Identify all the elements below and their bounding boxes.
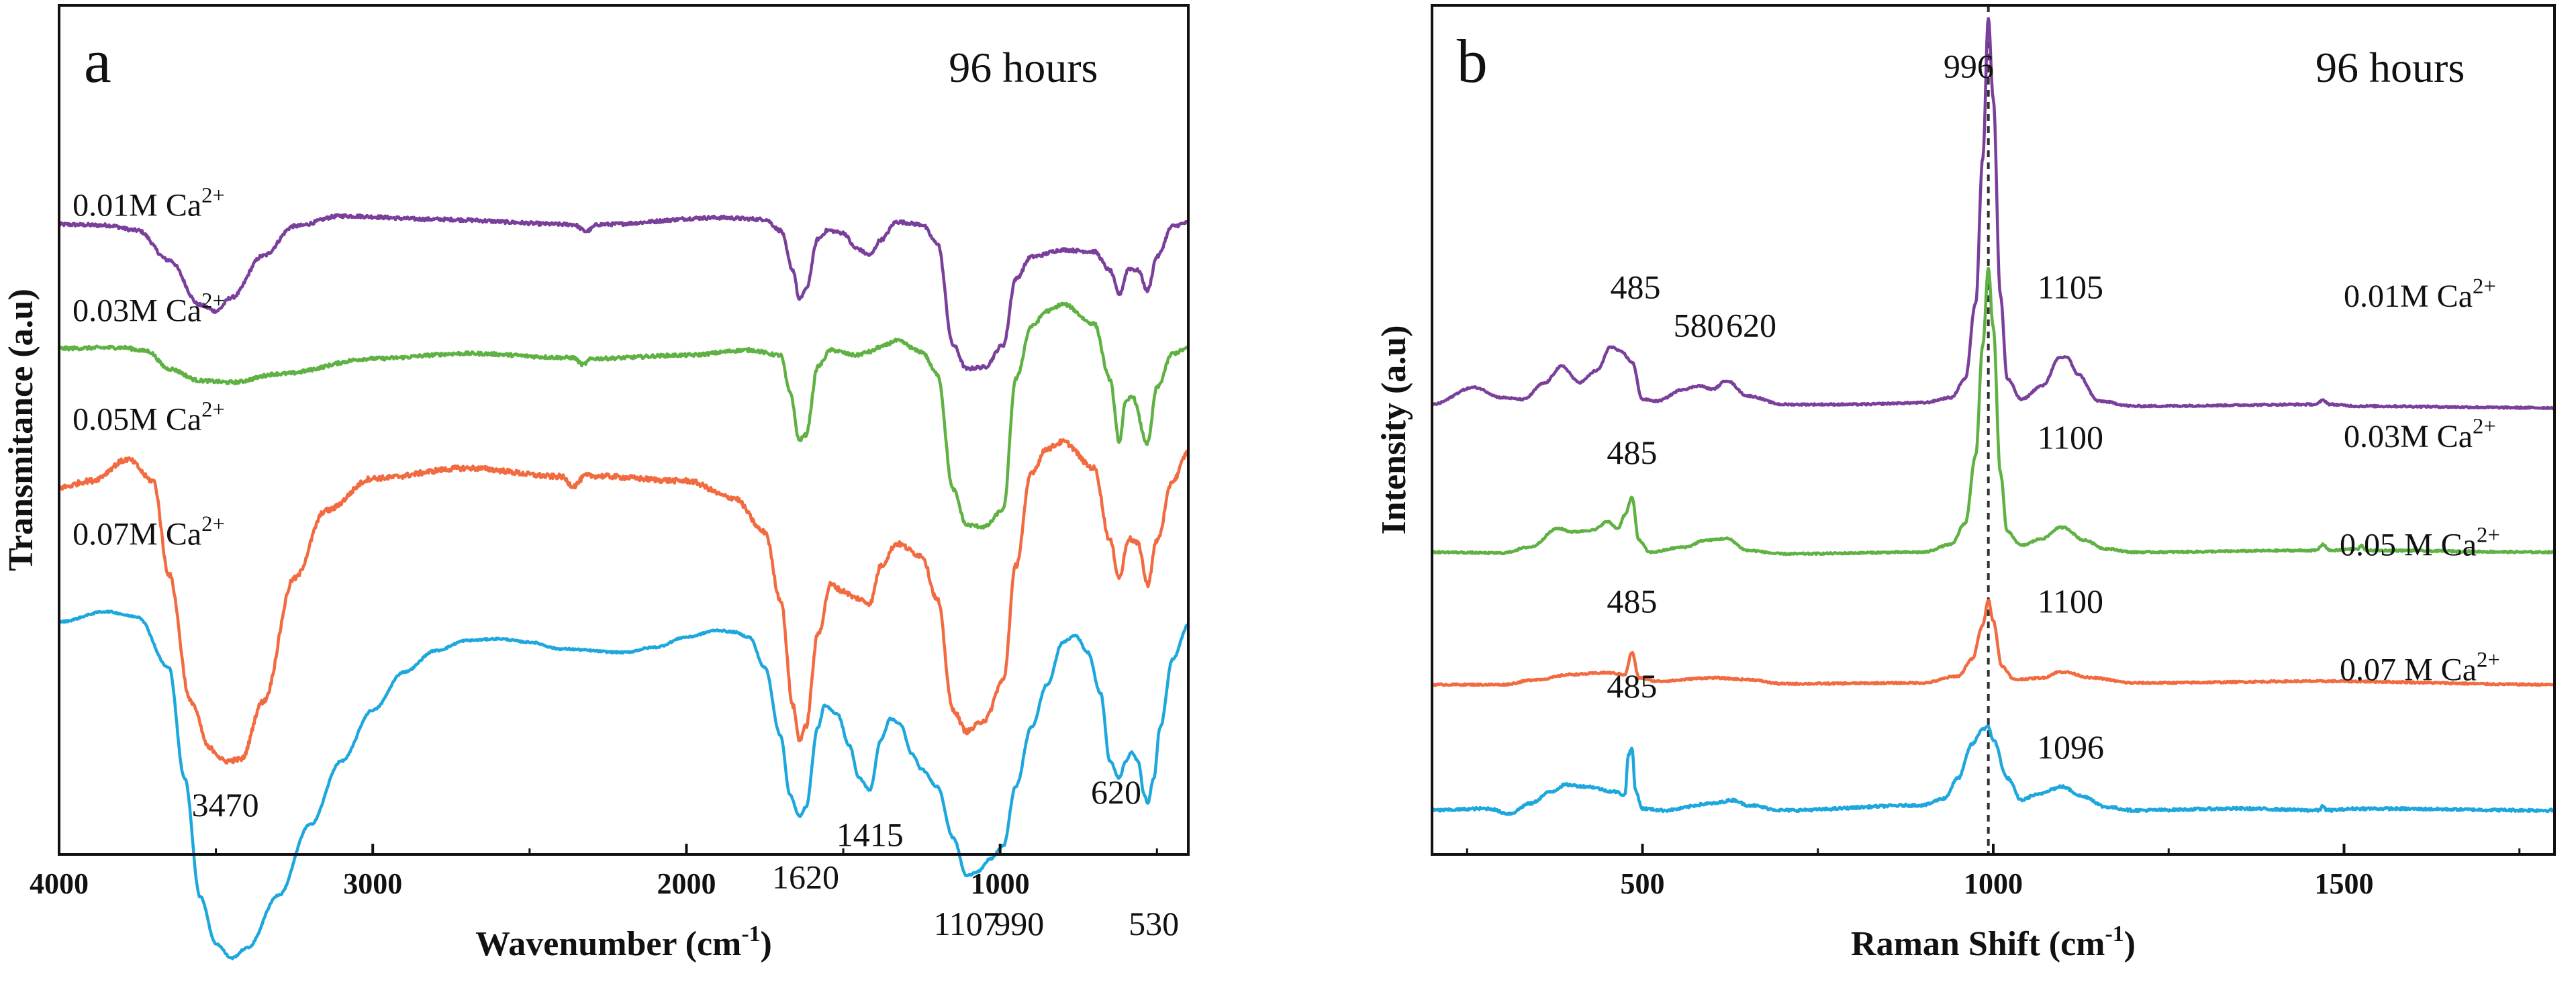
series-line-2: [58, 438, 1190, 765]
time-annotation: 96 hours: [2316, 44, 2465, 91]
x-tick-label-0: 4000: [30, 867, 89, 900]
series-label-1-main: 0.03M Ca: [73, 293, 201, 329]
peak-label-6: 530: [1129, 905, 1179, 942]
x-axis-title-part-0: Raman Shift (cm: [1851, 925, 2105, 963]
series-label-2-main: 0.05 M Ca: [2340, 528, 2477, 563]
chart-panel-a: 0.01M Ca2+0.03M Ca2+0.05M Ca2+0.07M Ca2+…: [2, 4, 1190, 963]
series-label-2: 0.05 M Ca2+: [2340, 524, 2500, 563]
series-label-2-superscript: 2+: [2477, 524, 2500, 548]
series-label-1-superscript: 2+: [2473, 415, 2496, 439]
x-axis-title: Wavenumber (cm-1): [475, 922, 772, 963]
series-label-2-superscript: 2+: [201, 397, 225, 422]
peak-label-10: 1096: [2037, 728, 2104, 766]
peak-label-3: 620: [1726, 306, 1776, 344]
series-label-0-superscript: 2+: [2473, 275, 2496, 299]
peak-label-0: 3470: [192, 786, 259, 824]
series-label-3-main: 0.07 M Ca: [2340, 652, 2477, 688]
peak-label-5: 485: [1607, 434, 1657, 471]
series-line-3: [1431, 724, 2556, 816]
y-axis-title: Intensity (a.u): [1375, 325, 1413, 534]
series-label-3: 0.07M Ca2+: [73, 512, 225, 552]
x-tick-label-3: 1000: [971, 867, 1030, 900]
peak-label-8: 1100: [2038, 582, 2103, 620]
series-label-3: 0.07 M Ca2+: [2340, 648, 2500, 688]
peak-label-5: 620: [1091, 773, 1141, 811]
peak-label-3: 1107: [934, 905, 1000, 942]
peak-label-7: 485: [1607, 582, 1657, 620]
series-label-1: 0.03M Ca2+: [2344, 415, 2496, 454]
y-axis-title: Transmitance (a.u): [2, 289, 40, 571]
peak-label-4: 990: [994, 905, 1044, 942]
x-axis-title-part-0: Wavenumber (cm: [475, 925, 741, 963]
series-label-1-main: 0.03M Ca: [2344, 419, 2473, 454]
plot-frame: [58, 4, 1190, 856]
series-label-0: 0.01M Ca2+: [2344, 275, 2496, 314]
series-label-3-main: 0.07M Ca: [73, 516, 201, 552]
peak-label-2: 1415: [837, 816, 904, 853]
peak-label-6: 1100: [2038, 418, 2103, 456]
series-line-0: [58, 213, 1190, 372]
x-axis-title-part-2: ): [2124, 925, 2136, 963]
x-tick-label-1: 3000: [343, 867, 402, 900]
series-label-0: 0.01M Ca2+: [73, 184, 225, 224]
series-label-3-superscript: 2+: [201, 512, 225, 536]
peak-label-0: 996: [1944, 48, 1994, 85]
peak-label-2: 580: [1674, 306, 1724, 344]
series-line-0: [1431, 17, 2556, 411]
x-axis-title: Raman Shift (cm-1): [1851, 922, 2136, 963]
series-line-1: [57, 301, 1190, 530]
series-label-0-main: 0.01M Ca: [73, 188, 201, 224]
x-tick-label-2: 1500: [2315, 867, 2374, 900]
x-axis-title-part-1: -1: [741, 922, 760, 946]
x-axis-title-part-1: -1: [2105, 922, 2124, 946]
chart-panel-b: 0.01M Ca2+0.03M Ca2+0.05 M Ca2+0.07 M Ca…: [1375, 4, 2556, 963]
series-label-3-superscript: 2+: [2477, 648, 2500, 673]
peak-label-4: 1105: [2038, 268, 2103, 305]
peak-label-1: 1620: [772, 858, 839, 896]
peak-label-1: 485: [1611, 268, 1661, 305]
panel-label: b: [1457, 27, 1488, 95]
x-tick-label-2: 2000: [657, 867, 716, 900]
x-tick-label-0: 500: [1621, 867, 1665, 900]
panel-label: a: [84, 27, 111, 95]
peak-label-9: 485: [1607, 667, 1657, 705]
series-label-1: 0.03M Ca2+: [73, 289, 225, 328]
series-label-2: 0.05M Ca2+: [73, 397, 225, 437]
series-label-1-superscript: 2+: [201, 289, 225, 313]
series-label-2-main: 0.05M Ca: [73, 402, 201, 438]
series-line-2: [1431, 599, 2556, 687]
series-line-1: [1431, 266, 2556, 556]
time-annotation: 96 hours: [949, 44, 1098, 91]
series-label-0-superscript: 2+: [201, 184, 225, 208]
x-axis-title-part-2: ): [761, 925, 772, 963]
x-tick-label-1: 1000: [1964, 867, 2023, 900]
series-label-0-main: 0.01M Ca: [2344, 279, 2473, 314]
